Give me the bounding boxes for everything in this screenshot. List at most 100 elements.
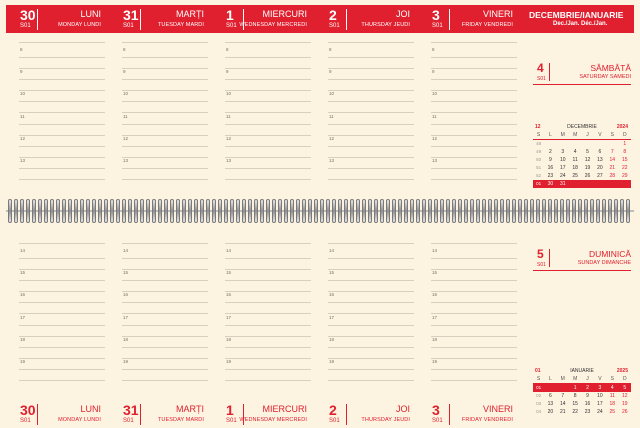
writing-line xyxy=(431,291,517,293)
spiral-coil xyxy=(254,199,258,223)
day-name-ro: LUNI xyxy=(80,404,101,414)
hour-label: 12 xyxy=(123,135,129,141)
date-cell xyxy=(606,180,619,188)
spiral-coil xyxy=(506,199,510,223)
mini-calendar-grid: S L M M J V S D 01 1 2 3 4 5 02 6 7 8 9 10 11 12 03 13 14 15 16 17 1… xyxy=(533,375,631,416)
date-cell: 25 xyxy=(609,409,616,415)
day-column-am-2: 8 9 10 11 12 13 xyxy=(225,42,311,192)
date-cell: 15 xyxy=(621,157,628,163)
sunday-block: 5 S01 DUMINICĂ SUNDAY DIMANCHE xyxy=(533,248,631,272)
date-cell: 25 xyxy=(572,173,578,179)
writing-line xyxy=(225,313,311,315)
weekday-label: M xyxy=(568,131,582,140)
writing-line xyxy=(328,101,414,103)
spiral-coil xyxy=(104,199,108,223)
day-header-friday: 3 S01 VINERI FRIDAY VENDREDI xyxy=(418,5,521,33)
weekday-label: M xyxy=(556,375,569,384)
spiral-coil xyxy=(308,199,312,223)
hour-label: 8 xyxy=(432,47,435,52)
week-number: S01 xyxy=(123,418,134,424)
spiral-coil xyxy=(590,199,594,223)
writing-line xyxy=(19,324,105,326)
spiral-coil xyxy=(464,199,468,223)
writing-line xyxy=(122,280,208,282)
writing-line xyxy=(122,101,208,103)
writing-line xyxy=(122,346,208,348)
day-footer-thursday: 2 S01 JOI THURSDAY JEUDI xyxy=(315,400,418,425)
day-name-en: THURSDAY JEUDI xyxy=(361,22,410,28)
day-column-am-0: 8 9 10 11 12 13 xyxy=(19,42,105,192)
date-cell: 4 xyxy=(606,383,619,392)
sunday-underline xyxy=(533,270,631,271)
writing-line xyxy=(225,280,311,282)
writing-line xyxy=(225,68,311,69)
date-cell: 23 xyxy=(547,173,554,179)
date-cell: 19 xyxy=(584,165,591,171)
spiral-coil xyxy=(110,199,114,223)
writing-line xyxy=(225,291,311,293)
writing-line xyxy=(19,156,105,158)
spiral-coil xyxy=(608,199,612,223)
writing-line xyxy=(431,302,517,304)
hour-label: 11 xyxy=(226,113,231,119)
spiral-coil xyxy=(620,199,624,223)
week-number: S01 xyxy=(226,23,237,29)
hour-label: 16 xyxy=(20,292,26,298)
writing-line xyxy=(328,269,414,270)
month-header: DECEMBRIE/IANUARIE Dec./Jan. Déc./Jan. xyxy=(521,5,634,33)
hour-label: 11 xyxy=(123,113,128,119)
hour-label: 18 xyxy=(226,336,232,342)
writing-line xyxy=(328,112,414,114)
date-cell: 11 xyxy=(572,157,578,163)
day-name-en: MONDAY LUNDI xyxy=(58,22,101,28)
hour-label: 17 xyxy=(226,314,232,320)
writing-line xyxy=(122,380,208,381)
month-name-ro: DECEMBRIE/IANUARIE xyxy=(529,10,624,20)
day-header-wednesday: 1 S01 MIERCURI WEDNESDAY MERCREDI xyxy=(212,5,315,33)
writing-line xyxy=(19,68,105,69)
hour-label: 12 xyxy=(226,135,232,141)
spiral-coil xyxy=(248,199,252,223)
writing-line xyxy=(19,57,105,58)
week-row: 03 13 14 15 16 17 18 19 xyxy=(533,400,631,408)
spiral-coil xyxy=(326,199,330,223)
bottom-header-bar: 30 S01 LUNI MONDAY LUNDI 31 S01 MARȚI TU… xyxy=(6,400,634,425)
writing-line xyxy=(431,380,517,381)
spiral-coil xyxy=(86,199,90,223)
hour-label: 13 xyxy=(329,158,335,163)
week-row: 01 1 2 3 4 5 xyxy=(533,383,631,392)
writing-line xyxy=(19,291,105,293)
writing-line xyxy=(122,90,208,92)
spiral-coil xyxy=(578,199,582,223)
hour-label: 11 xyxy=(20,113,25,119)
day-column-am-3: 8 9 10 11 12 13 xyxy=(328,42,414,192)
writing-line xyxy=(19,258,105,259)
spiral-coil xyxy=(614,199,618,223)
date-cell: 13 xyxy=(597,157,603,163)
month-name: IANUARIE xyxy=(570,368,594,374)
mini-calendar-january: 01 IANUARIE 2025 S L M M J V S D 01 1 2 3 4 5 02 6 7 8 9 10… xyxy=(533,368,631,416)
spiral-coil xyxy=(524,199,528,223)
writing-line xyxy=(431,179,517,180)
hour-label: 19 xyxy=(226,359,232,364)
sunday-number: 5 xyxy=(537,247,544,261)
date-cell: 11 xyxy=(609,393,615,399)
writing-line xyxy=(328,57,414,58)
sunday-week: S01 xyxy=(537,262,546,268)
spiral-coil xyxy=(56,199,60,223)
date-cell: 12 xyxy=(621,393,628,399)
hour-label: 18 xyxy=(123,336,129,342)
weekday-label: D xyxy=(618,375,631,384)
writing-line xyxy=(19,101,105,103)
writing-line xyxy=(431,335,517,337)
writing-line xyxy=(225,57,311,58)
writing-line xyxy=(19,357,105,359)
spiral-coil xyxy=(368,199,372,223)
spiral-coil xyxy=(602,199,606,223)
month-number: 01 xyxy=(535,368,541,374)
spiral-coil xyxy=(26,199,30,223)
hour-label: 8 xyxy=(226,47,229,52)
day-number: 31 xyxy=(123,402,139,418)
spiral-coil xyxy=(206,199,210,223)
spiral-coil xyxy=(548,199,552,223)
